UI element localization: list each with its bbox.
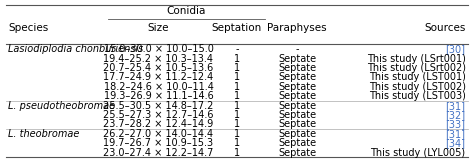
Text: 1: 1 <box>234 72 240 82</box>
Text: 1: 1 <box>234 91 240 101</box>
Text: 1: 1 <box>234 63 240 73</box>
Text: 1: 1 <box>234 101 240 111</box>
Text: 25.5–27.3 × 12.7–14.6: 25.5–27.3 × 12.7–14.6 <box>103 110 214 120</box>
Text: L. pseudotheobromae: L. pseudotheobromae <box>9 101 116 111</box>
Text: Septate: Septate <box>278 72 316 82</box>
Text: Size: Size <box>148 23 169 34</box>
Text: 23.7–28.2 × 12.4–14.9: 23.7–28.2 × 12.4–14.9 <box>103 119 214 129</box>
Text: 1: 1 <box>234 82 240 92</box>
Text: 1: 1 <box>234 53 240 64</box>
Text: Lasiodiplodia chonburiensis: Lasiodiplodia chonburiensis <box>9 44 144 54</box>
Text: 18.2–24.6 × 10.0–11.4: 18.2–24.6 × 10.0–11.4 <box>103 82 213 92</box>
Text: Septate: Septate <box>278 148 316 158</box>
Text: Septate: Septate <box>278 110 316 120</box>
Text: Septate: Septate <box>278 63 316 73</box>
Text: Septate: Septate <box>278 138 316 148</box>
Text: This study (LSrt001): This study (LSrt001) <box>367 53 465 64</box>
Text: 17.7–24.9 × 11.2–12.4: 17.7–24.9 × 11.2–12.4 <box>103 72 214 82</box>
Text: 1: 1 <box>234 148 240 158</box>
Text: This study (LST002): This study (LST002) <box>369 82 465 92</box>
Text: Septate: Septate <box>278 82 316 92</box>
Text: This study (LST001): This study (LST001) <box>369 72 465 82</box>
Text: 20.7–25.4 × 10.5–13.6: 20.7–25.4 × 10.5–13.6 <box>103 63 214 73</box>
Text: [32]: [32] <box>446 110 465 120</box>
Text: [33]: [33] <box>446 119 465 129</box>
Text: This study (LST003): This study (LST003) <box>369 91 465 101</box>
Text: Septation: Septation <box>212 23 262 34</box>
Text: Species: Species <box>9 23 49 34</box>
Text: 1: 1 <box>234 138 240 148</box>
Text: This study (LYL005): This study (LYL005) <box>370 148 465 158</box>
Text: L. theobromae: L. theobromae <box>9 129 80 139</box>
Text: This study (LSrt002): This study (LSrt002) <box>366 63 465 73</box>
Text: Septate: Septate <box>278 101 316 111</box>
Text: 26.2–27.0 × 14.0–14.4: 26.2–27.0 × 14.0–14.4 <box>103 129 214 139</box>
Text: Paraphyses: Paraphyses <box>267 23 327 34</box>
Text: Septate: Septate <box>278 91 316 101</box>
Text: Septate: Septate <box>278 53 316 64</box>
Text: 15.0–30.0 × 10.0–15.0: 15.0–30.0 × 10.0–15.0 <box>103 44 213 54</box>
Text: [34]: [34] <box>446 138 465 148</box>
Text: 19.3–26.9 × 11.1–14.6: 19.3–26.9 × 11.1–14.6 <box>104 91 213 101</box>
Text: -: - <box>235 44 239 54</box>
Text: 1: 1 <box>234 129 240 139</box>
Text: [31]: [31] <box>446 129 465 139</box>
Text: 1: 1 <box>234 110 240 120</box>
Text: -: - <box>295 44 299 54</box>
Text: 19.4–25.2 × 10.3–13.4: 19.4–25.2 × 10.3–13.4 <box>103 53 213 64</box>
Text: 23.0–27.4 × 12.2–14.7: 23.0–27.4 × 12.2–14.7 <box>103 148 214 158</box>
Text: Septate: Septate <box>278 119 316 129</box>
Text: Sources: Sources <box>424 23 465 34</box>
Text: 1: 1 <box>234 119 240 129</box>
Text: Conidia: Conidia <box>166 6 206 16</box>
Text: [30]: [30] <box>446 44 465 54</box>
Text: Septate: Septate <box>278 129 316 139</box>
Text: [31]: [31] <box>446 101 465 111</box>
Text: 25.5–30.5 × 14.8–17.2: 25.5–30.5 × 14.8–17.2 <box>103 101 214 111</box>
Text: 19.7–26.7 × 10.9–15.3: 19.7–26.7 × 10.9–15.3 <box>103 138 214 148</box>
